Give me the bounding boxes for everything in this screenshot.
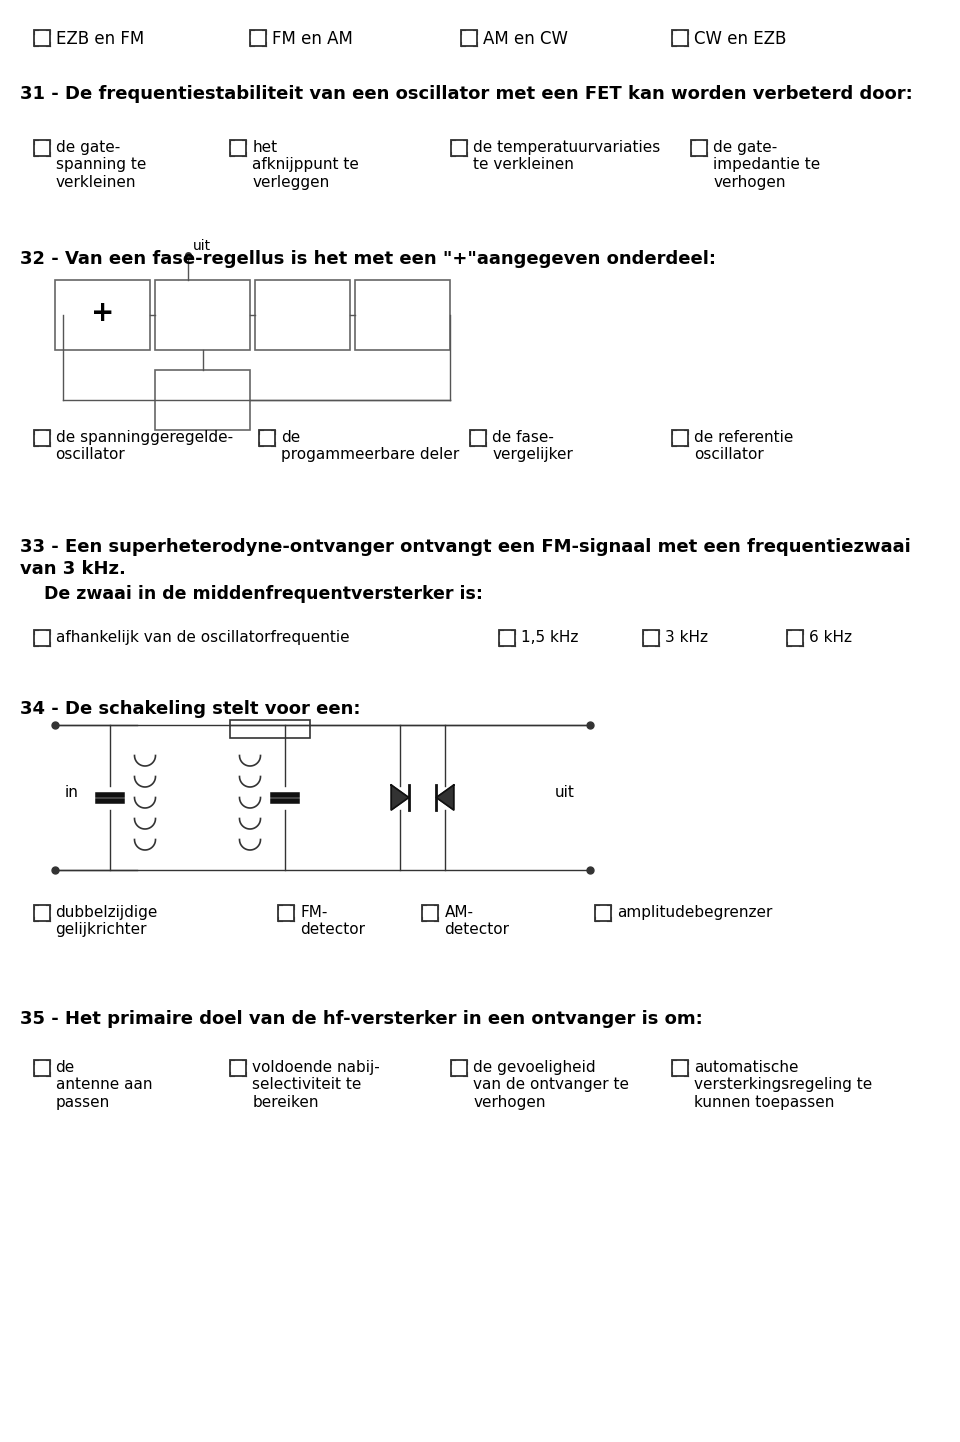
Text: uit: uit	[193, 239, 211, 252]
Text: uit: uit	[555, 784, 575, 800]
Bar	[259, 430, 276, 446]
Bar	[230, 720, 310, 738]
Text: 3 kHz: 3 kHz	[665, 630, 708, 645]
Bar	[34, 630, 50, 646]
Text: afhankelijk van de oscillatorfrequentie: afhankelijk van de oscillatorfrequentie	[56, 630, 349, 645]
Bar	[691, 140, 708, 156]
Bar	[643, 630, 660, 646]
Bar	[250, 30, 266, 46]
Text: de referentie
oscillator: de referentie oscillator	[694, 430, 793, 463]
Bar	[470, 430, 487, 446]
Text: 6 kHz: 6 kHz	[809, 630, 852, 645]
Bar	[672, 30, 688, 46]
Text: EZB en FM: EZB en FM	[56, 30, 144, 48]
Text: de gate-
spanning te
verkleinen: de gate- spanning te verkleinen	[56, 140, 146, 190]
Bar	[278, 906, 295, 921]
Bar	[155, 280, 250, 350]
Text: +: +	[91, 298, 114, 327]
Text: AM en CW: AM en CW	[483, 30, 567, 48]
Text: De zwaai in de middenfrequentversterker is:: De zwaai in de middenfrequentversterker …	[20, 585, 483, 603]
Text: de
progammeerbare deler: de progammeerbare deler	[281, 430, 460, 463]
Text: 31 - De frequentiestabiliteit van een oscillator met een FET kan worden verbeter: 31 - De frequentiestabiliteit van een os…	[20, 85, 913, 102]
Text: 32 - Van een fase-regellus is het met een "+"aangegeven onderdeel:: 32 - Van een fase-regellus is het met ee…	[20, 249, 716, 268]
Bar	[451, 1060, 468, 1076]
Text: FM en AM: FM en AM	[272, 30, 352, 48]
Text: het
afknijppunt te
verleggen: het afknijppunt te verleggen	[252, 140, 359, 190]
Text: 34 - De schakeling stelt voor een:: 34 - De schakeling stelt voor een:	[20, 699, 361, 718]
Bar	[672, 1060, 688, 1076]
Bar	[230, 140, 247, 156]
Bar	[34, 1060, 50, 1076]
Bar	[787, 630, 804, 646]
Text: 1,5 kHz: 1,5 kHz	[521, 630, 579, 645]
Bar	[34, 140, 50, 156]
Text: CW en EZB: CW en EZB	[694, 30, 786, 48]
Text: de temperatuurvariaties
te verkleinen: de temperatuurvariaties te verkleinen	[473, 140, 660, 173]
Text: van 3 kHz.: van 3 kHz.	[20, 559, 126, 578]
Text: AM-
detector: AM- detector	[444, 906, 510, 937]
Bar	[34, 430, 50, 446]
Bar	[355, 280, 450, 350]
Bar	[230, 1060, 247, 1076]
Bar	[422, 906, 439, 921]
Text: voldoende nabij-
selectiviteit te
bereiken: voldoende nabij- selectiviteit te bereik…	[252, 1060, 380, 1110]
Bar	[461, 30, 477, 46]
Polygon shape	[436, 784, 454, 810]
Text: de spanninggeregelde-
oscillator: de spanninggeregelde- oscillator	[56, 430, 232, 463]
Text: automatische
versterkingsregeling te
kunnen toepassen: automatische versterkingsregeling te kun…	[694, 1060, 873, 1110]
Bar	[155, 371, 250, 430]
Bar	[34, 906, 50, 921]
Text: de gevoeligheid
van de ontvanger te
verhogen: de gevoeligheid van de ontvanger te verh…	[473, 1060, 629, 1110]
Bar	[451, 140, 468, 156]
Bar	[255, 280, 350, 350]
Text: de gate-
impedantie te
verhogen: de gate- impedantie te verhogen	[713, 140, 821, 190]
Bar	[672, 430, 688, 446]
Bar	[499, 630, 516, 646]
Text: dubbelzijdige
gelijkrichter: dubbelzijdige gelijkrichter	[56, 906, 158, 937]
Text: in: in	[65, 784, 79, 800]
Text: de
antenne aan
passen: de antenne aan passen	[56, 1060, 152, 1110]
Polygon shape	[392, 784, 409, 810]
Bar	[55, 280, 150, 350]
Bar	[34, 30, 50, 46]
Text: FM-
detector: FM- detector	[300, 906, 366, 937]
Text: 35 - Het primaire doel van de hf-versterker in een ontvanger is om:: 35 - Het primaire doel van de hf-verster…	[20, 1009, 703, 1028]
Text: amplitudebegrenzer: amplitudebegrenzer	[617, 906, 773, 920]
Bar	[595, 906, 612, 921]
Text: de fase-
vergelijker: de fase- vergelijker	[492, 430, 573, 463]
Text: 33 - Een superheterodyne-ontvanger ontvangt een FM-signaal met een frequentiezwa: 33 - Een superheterodyne-ontvanger ontva…	[20, 538, 911, 557]
